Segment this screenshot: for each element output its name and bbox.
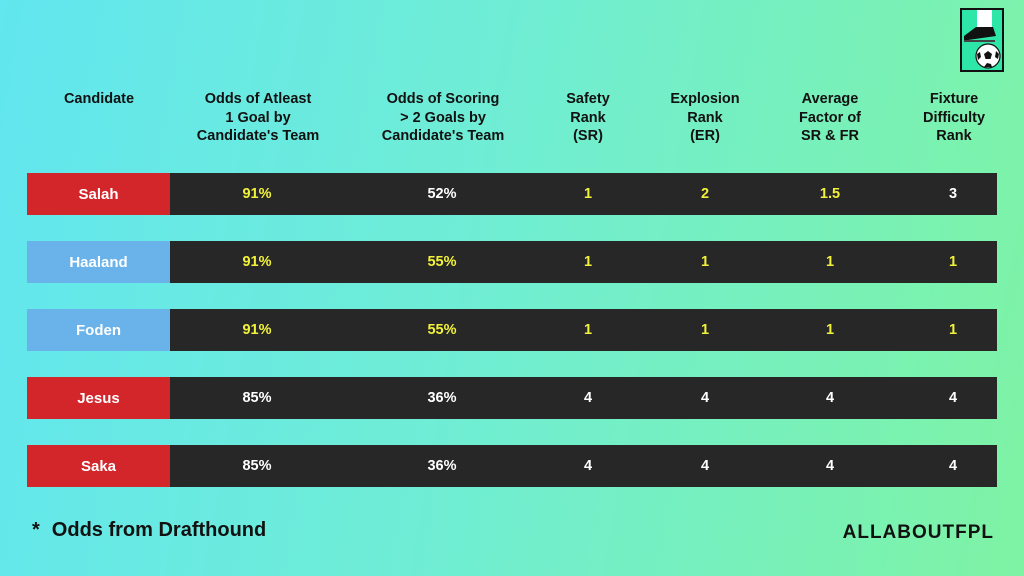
table-row: Salah 91% 52% 1 2 1.5 3 — [27, 173, 997, 215]
cell-odds-one-goal: 85% — [242, 458, 272, 474]
cell-odds-one-goal: 91% — [242, 254, 272, 270]
table-row: Jesus 85% 36% 4 4 4 4 — [27, 377, 997, 419]
table-row: Foden 91% 55% 1 1 1 1 — [27, 309, 997, 351]
cell-average-factor: 1 — [825, 322, 835, 338]
cell-fixture-difficulty: 4 — [948, 390, 958, 406]
header-odds-one-goal: Odds of Atleast 1 Goal by Candidate's Te… — [196, 91, 320, 144]
row-values: 85% 36% 4 4 4 4 — [170, 445, 997, 487]
header-safety-rank: Safety Rank (SR) — [566, 91, 610, 144]
header-average-factor: Average Factor of SR & FR — [798, 91, 862, 144]
cell-odds-one-goal: 91% — [242, 186, 272, 202]
brand-wordmark: ALLABOUTFPL — [842, 522, 994, 543]
boot-and-ball-icon — [960, 8, 1004, 72]
cell-odds-two-goals: 55% — [427, 254, 457, 270]
header-odds-two-goals: Odds of Scoring > 2 Goals by Candidate's… — [381, 91, 505, 144]
candidate-name: Saka — [27, 445, 170, 487]
footnote-asterisk: * — [32, 519, 40, 541]
row-values: 91% 55% 1 1 1 1 — [170, 241, 997, 283]
header-candidate: Candidate — [63, 91, 135, 107]
cell-odds-two-goals: 55% — [427, 322, 457, 338]
table-row: Saka 85% 36% 4 4 4 4 — [27, 445, 997, 487]
cell-safety-rank: 1 — [583, 186, 593, 202]
cell-average-factor: 4 — [825, 390, 835, 406]
header-fixture-difficulty: Fixture Difficulty Rank — [922, 91, 986, 144]
cell-odds-one-goal: 91% — [242, 322, 272, 338]
cell-safety-rank: 1 — [583, 322, 593, 338]
cell-explosion-rank: 1 — [700, 254, 710, 270]
cell-odds-two-goals: 36% — [427, 390, 457, 406]
cell-explosion-rank: 2 — [700, 186, 710, 202]
cell-safety-rank: 1 — [583, 254, 593, 270]
candidate-name: Salah — [27, 173, 170, 215]
cell-odds-one-goal: 85% — [242, 390, 272, 406]
cell-fixture-difficulty: 4 — [948, 458, 958, 474]
cell-safety-rank: 4 — [583, 390, 593, 406]
cell-explosion-rank: 1 — [700, 322, 710, 338]
header-explosion-rank: Explosion Rank (ER) — [670, 91, 740, 144]
cell-safety-rank: 4 — [583, 458, 593, 474]
cell-average-factor: 4 — [825, 458, 835, 474]
cell-odds-two-goals: 52% — [427, 186, 457, 202]
cell-fixture-difficulty: 1 — [948, 254, 958, 270]
cell-odds-two-goals: 36% — [427, 458, 457, 474]
row-values: 85% 36% 4 4 4 4 — [170, 377, 997, 419]
table-row: Haaland 91% 55% 1 1 1 1 — [27, 241, 997, 283]
candidate-name: Foden — [27, 309, 170, 351]
candidate-name: Haaland — [27, 241, 170, 283]
cell-explosion-rank: 4 — [700, 390, 710, 406]
cell-fixture-difficulty: 1 — [948, 322, 958, 338]
row-values: 91% 52% 1 2 1.5 3 — [170, 173, 997, 215]
footnote-text: Odds from Drafthound — [51, 519, 267, 541]
cell-explosion-rank: 4 — [700, 458, 710, 474]
cell-fixture-difficulty: 3 — [948, 186, 958, 202]
footnote: * Odds from Drafthound — [32, 519, 266, 542]
cell-average-factor: 1.5 — [819, 186, 841, 202]
row-values: 91% 55% 1 1 1 1 — [170, 309, 997, 351]
cell-average-factor: 1 — [825, 254, 835, 270]
candidate-name: Jesus — [27, 377, 170, 419]
